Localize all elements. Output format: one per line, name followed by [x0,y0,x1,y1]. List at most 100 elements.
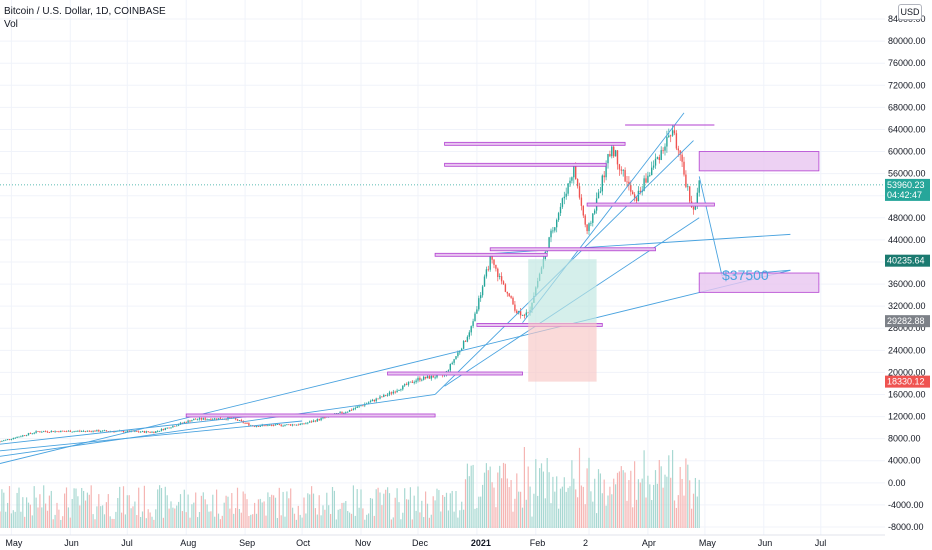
candle-body [269,424,271,426]
candle-body [493,259,495,265]
volume-bar [269,496,271,528]
candle-body [358,405,360,407]
candle-body [662,150,664,151]
candle-body [377,398,379,400]
volume-bar [288,498,290,528]
volume-bar [425,491,427,528]
volume-bar [278,487,280,528]
volume-bar [124,514,126,528]
candle-body [43,431,45,433]
candle-body [35,431,37,433]
volume-bar [343,502,345,528]
candle-body [94,430,96,432]
support-resistance-zone [434,252,548,257]
candle-body [620,169,622,171]
candle-body [60,430,62,433]
resistance-box [698,151,820,172]
volume-bar [512,511,514,528]
volume-bar [567,487,569,528]
candle-body [310,421,313,423]
volume-bar [244,493,246,528]
candle-body [295,424,298,426]
candle-body [267,425,269,427]
volume-bar [677,495,679,528]
volume-bar [656,483,658,528]
volume-bar [406,499,408,528]
volume-bar [235,508,237,528]
volume-bar [480,496,482,528]
volume-bar [345,500,347,528]
candle-body [508,293,510,297]
candle-body [668,135,670,138]
volume-bar [75,488,77,528]
candle-body [14,437,16,439]
volume-bar [10,513,12,528]
candle-body [316,419,318,422]
volume-bar [290,488,292,528]
candle-body [681,154,683,162]
candle-body [396,390,398,393]
candle-body [183,422,185,424]
candle-body [236,419,239,421]
candle-body [77,430,79,432]
volume-bar [219,519,221,528]
volume-bar [472,464,474,528]
volume-bar [130,508,132,528]
volume-bar [26,497,28,528]
volume-bar [100,506,102,528]
volume-bar [274,497,277,528]
volume-bar [267,492,269,528]
candle-body [62,430,64,432]
volume-bar [179,494,182,528]
candle-body [265,425,267,427]
candle-body [485,269,488,277]
volume-bar [639,482,641,528]
candle-body [75,431,77,432]
volume-bar [33,486,35,528]
volume-bar [453,511,455,528]
volume-bar [29,504,31,528]
candle-body [616,150,619,165]
candle-body [601,175,603,192]
candle-body [673,130,676,134]
volume-bar [309,494,311,528]
y-tick-label: 36000.00 [888,279,926,289]
volume-bar [654,470,657,528]
volume-bar [54,514,56,528]
volume-bar [212,494,214,528]
candle-body [305,423,307,425]
y-tick-label: 60000.00 [888,147,926,157]
volume-bar [242,491,244,528]
candle-body [476,309,478,314]
volume-bar [22,497,24,528]
volume-bar [651,500,653,528]
volume-bar [394,497,396,528]
volume-bar [153,519,155,528]
candle-body [172,425,174,428]
volume-bar [489,466,491,528]
candle-body [603,175,605,178]
candle-body [1,441,3,442]
candle-body [597,192,600,199]
candle-body [624,170,626,182]
volume-bar [658,459,660,528]
volume-bar [217,513,220,528]
candle-body [90,430,92,432]
candle-body [670,135,672,137]
volume-bar [390,519,392,528]
support-resistance-zone [185,413,436,418]
candle-body [514,304,516,311]
volume-bar [409,487,411,528]
candle-body [261,424,263,427]
currency-button[interactable]: USD [898,4,922,20]
volume-bar [387,487,389,528]
volume-bar [337,509,339,528]
candle-body [10,439,13,440]
candle-body [345,412,347,414]
volume-bar [122,486,125,528]
candle-body [466,336,469,342]
candle-body [483,276,486,287]
volume-bar [523,446,525,528]
